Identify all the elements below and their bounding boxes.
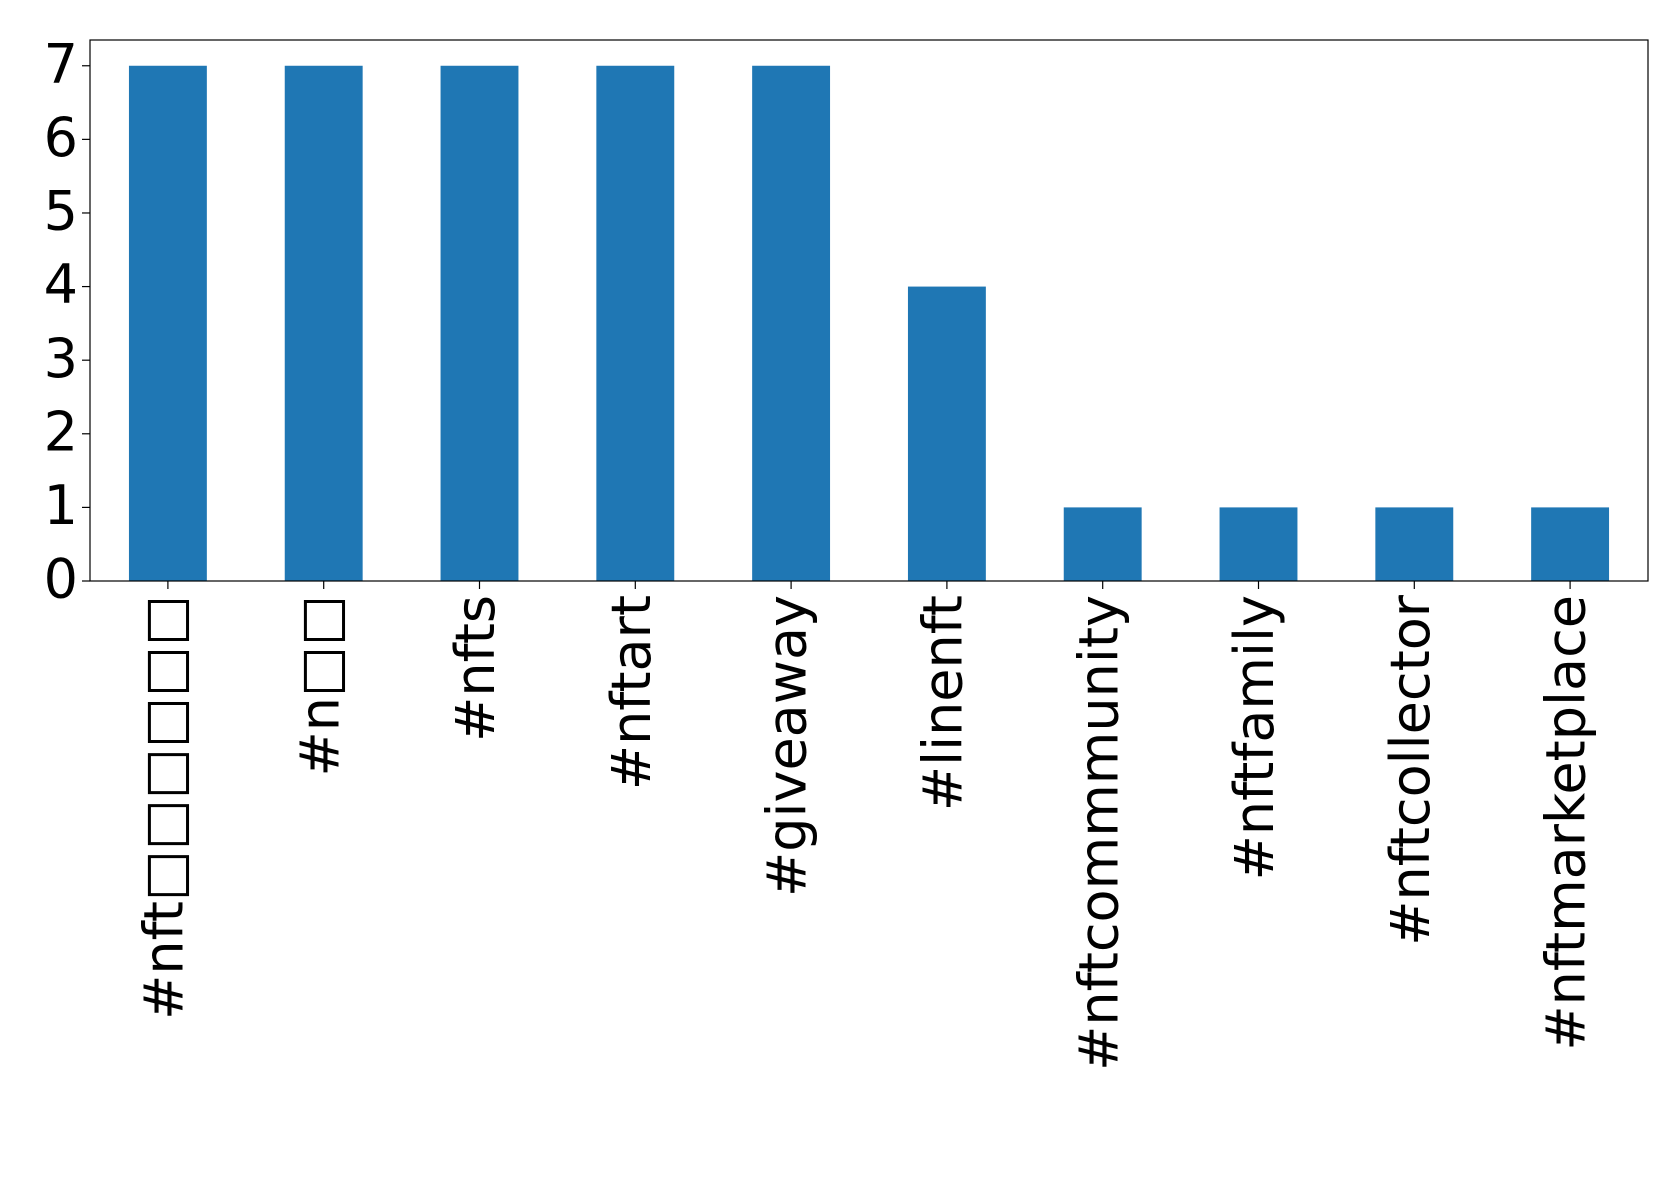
bar (1531, 507, 1610, 581)
y-tick-label: 1 (44, 474, 78, 537)
bar (596, 65, 675, 581)
bar (1063, 507, 1142, 581)
plot-frame (89, 39, 1649, 582)
x-tick-label: #nftcommmunity (1067, 595, 1130, 1071)
y-tick-label: 5 (44, 180, 78, 243)
bar (284, 65, 363, 581)
x-tick-label: #n□□ (288, 595, 351, 777)
x-tick-label: #nft□□□□□□ (133, 595, 196, 1020)
x-tick-label: #giveaway (756, 595, 819, 897)
bar (907, 286, 986, 581)
bar (440, 65, 519, 581)
y-tick-label: 7 (44, 32, 78, 95)
y-tick-label: 2 (44, 400, 78, 463)
x-tick-label: #nftart (600, 595, 663, 790)
x-tick-label: #nfts (444, 595, 507, 742)
x-tick-label: #linenft (912, 595, 975, 811)
bar (128, 65, 207, 581)
x-tick-label: #nftmarketplace (1535, 595, 1598, 1051)
bar (1375, 507, 1454, 581)
y-tick-label: 6 (44, 106, 78, 169)
bar (752, 65, 831, 581)
x-tick-label: #nftfamily (1223, 595, 1286, 880)
y-tick-label: 3 (44, 327, 78, 390)
bar (1219, 507, 1298, 581)
y-tick-label: 0 (44, 548, 78, 611)
y-tick-label: 4 (44, 253, 78, 316)
x-tick-label: #nftcollector (1379, 594, 1442, 946)
